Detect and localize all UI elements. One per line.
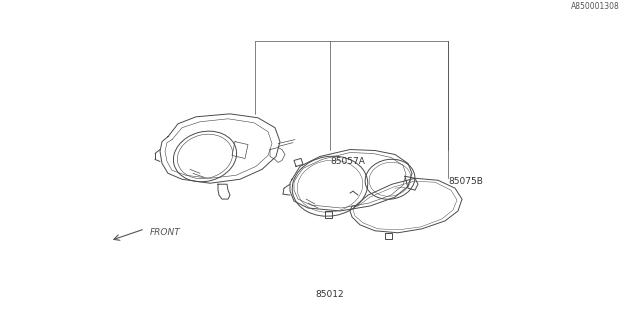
Text: 85012: 85012 <box>316 290 344 299</box>
Text: FRONT: FRONT <box>150 228 180 237</box>
Text: A850001308: A850001308 <box>572 2 620 11</box>
Text: 85057A: 85057A <box>330 157 365 166</box>
Text: 85075B: 85075B <box>448 177 483 186</box>
